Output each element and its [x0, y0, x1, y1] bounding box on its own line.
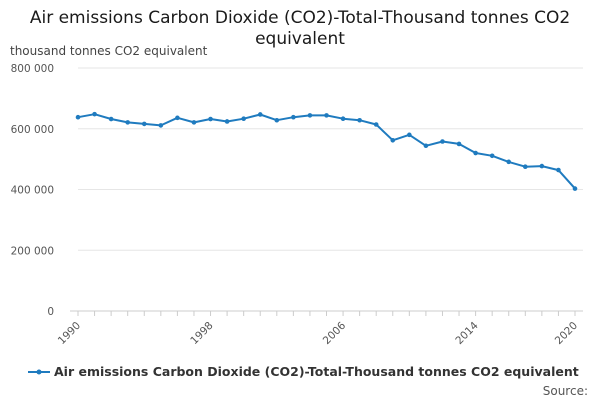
data-point — [208, 116, 213, 122]
y-tick-label: 400 000 — [11, 185, 54, 197]
legend-line-icon — [28, 369, 50, 374]
series-line — [77, 113, 576, 190]
data-point — [324, 113, 329, 118]
data-point — [390, 137, 396, 143]
x-tick-label: 1998 — [188, 320, 215, 347]
source-credit[interactable]: Source: — [542, 384, 588, 398]
data-point — [75, 114, 81, 120]
data-point — [108, 116, 114, 122]
data-point — [224, 119, 230, 124]
data-point — [125, 120, 130, 125]
data-point — [175, 115, 180, 121]
data-point — [158, 123, 164, 128]
data-point — [274, 117, 280, 123]
data-point — [241, 116, 246, 122]
y-tick-label: 200 000 — [11, 245, 54, 257]
chart-title: Air emissions Carbon Dioxide (CO2)-Total… — [29, 8, 571, 49]
data-point — [191, 120, 197, 125]
data-point — [572, 186, 578, 191]
data-point — [141, 121, 147, 127]
tick-labels: 0 200 000 400 000 600 000 800 000 1990 1998 200… — [11, 63, 581, 347]
x-tick-label: 2020 — [553, 320, 580, 347]
data-point — [456, 141, 462, 147]
data-point — [92, 111, 97, 117]
x-tick-label: 2014 — [453, 319, 481, 347]
x-tick-label: 1990 — [56, 320, 83, 347]
data-point — [423, 143, 429, 149]
data-point — [506, 159, 512, 165]
data-point — [407, 132, 412, 138]
y-tick-label: 600 000 — [11, 124, 54, 136]
data-point — [556, 167, 561, 173]
y-tick-label: 800 000 — [11, 63, 54, 75]
data-point — [307, 113, 313, 118]
data-point — [340, 116, 346, 122]
axes — [70, 310, 583, 316]
data-point — [257, 112, 263, 117]
grid-lines — [78, 67, 583, 312]
series-layer — [75, 111, 578, 191]
y-axis-label: thousand tonnes CO2 equivalent — [10, 44, 208, 58]
legend[interactable]: Air emissions Carbon Dioxide (CO2)-Total… — [28, 364, 579, 379]
x-tick-label: 2006 — [321, 319, 349, 347]
legend-label: Air emissions Carbon Dioxide (CO2)-Total… — [54, 364, 579, 379]
data-point — [539, 163, 545, 169]
data-point — [440, 139, 445, 144]
data-point — [357, 117, 362, 123]
y-tick-label: 0 — [47, 306, 54, 318]
data-point — [291, 114, 296, 120]
data-point — [373, 122, 379, 127]
data-point — [523, 164, 528, 170]
data-point — [473, 150, 478, 156]
data-point — [489, 153, 495, 159]
